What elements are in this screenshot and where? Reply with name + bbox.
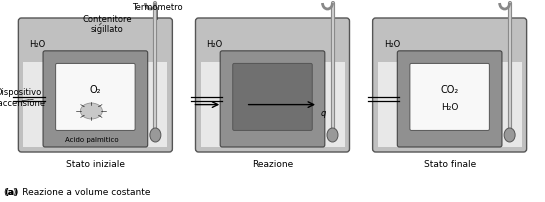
- Text: Termometro: Termometro: [132, 3, 183, 12]
- Text: Reazione: Reazione: [252, 159, 293, 168]
- FancyBboxPatch shape: [43, 52, 148, 147]
- Text: Stato iniziale: Stato iniziale: [66, 159, 125, 168]
- Text: q: q: [321, 108, 326, 117]
- Text: H₂O: H₂O: [29, 40, 46, 49]
- FancyBboxPatch shape: [373, 19, 526, 152]
- FancyBboxPatch shape: [410, 64, 489, 131]
- Bar: [201, 63, 344, 147]
- Text: Acido palmitico: Acido palmitico: [64, 136, 118, 142]
- Bar: [378, 63, 522, 147]
- Ellipse shape: [80, 103, 102, 119]
- Text: Stato finale: Stato finale: [423, 159, 476, 168]
- Ellipse shape: [327, 128, 338, 142]
- Text: (a): (a): [4, 187, 19, 196]
- FancyBboxPatch shape: [233, 64, 312, 131]
- Ellipse shape: [504, 128, 515, 142]
- Text: H₂O: H₂O: [207, 40, 223, 49]
- FancyBboxPatch shape: [220, 52, 325, 147]
- Text: Dispositivo
d'accensione: Dispositivo d'accensione: [0, 88, 46, 107]
- Text: (a)  Reazione a volume costante: (a) Reazione a volume costante: [4, 187, 150, 196]
- FancyBboxPatch shape: [56, 64, 135, 131]
- FancyBboxPatch shape: [196, 19, 349, 152]
- Ellipse shape: [150, 128, 161, 142]
- Text: O₂: O₂: [89, 85, 101, 95]
- Text: CO₂: CO₂: [440, 85, 459, 95]
- FancyBboxPatch shape: [397, 52, 502, 147]
- FancyBboxPatch shape: [19, 19, 172, 152]
- Text: Contenitore
sigillato: Contenitore sigillato: [82, 15, 132, 34]
- Text: H₂O: H₂O: [384, 40, 400, 49]
- Bar: [23, 63, 167, 147]
- Text: H₂O: H₂O: [441, 102, 458, 112]
